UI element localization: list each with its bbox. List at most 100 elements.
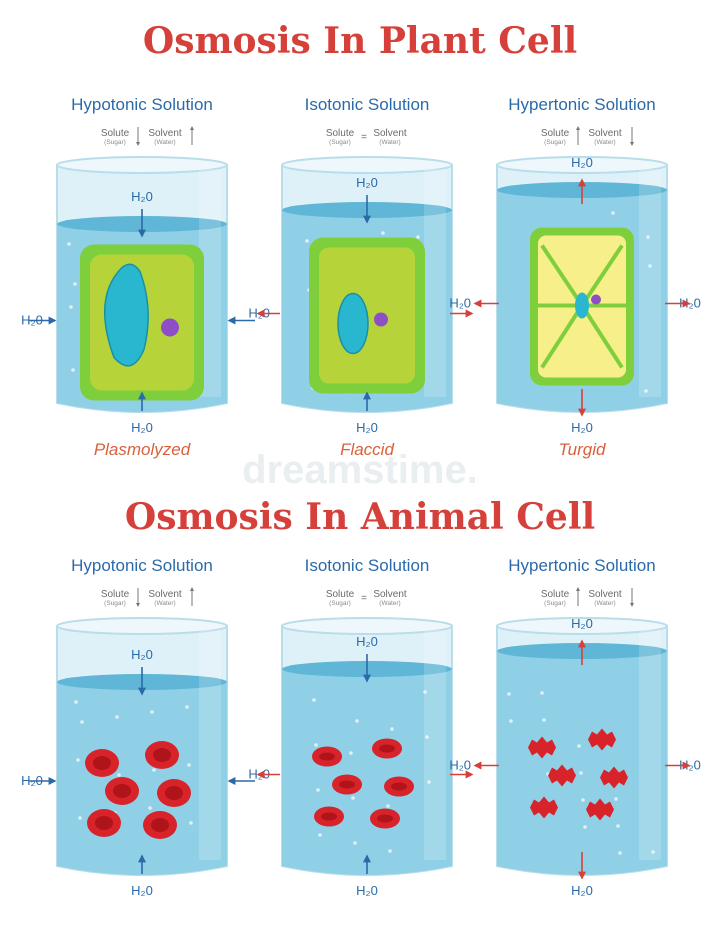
equals-sign: = (361, 132, 367, 143)
solute-label: Solute (326, 128, 355, 139)
cell-state-label: Flaccid (340, 440, 394, 459)
cell-center (95, 816, 113, 830)
bubble (148, 806, 152, 810)
red-blood-cell (600, 766, 628, 789)
solution-label: Hypertonic Solution (508, 556, 655, 575)
solute-sub-label: (Sugar) (544, 600, 566, 607)
cell-center (379, 744, 395, 753)
plant-section-title: Osmosis In Plant Cell (142, 20, 578, 62)
bubble (416, 235, 420, 239)
glass-highlight (199, 169, 221, 397)
beaker-rim (281, 617, 453, 635)
nucleus (161, 318, 179, 337)
bubble (115, 715, 119, 719)
bubble (583, 825, 587, 829)
solute-sub-label: (Sugar) (544, 139, 566, 146)
beaker-rim (281, 156, 453, 174)
solvent-label: Solvent (148, 128, 182, 139)
solute-label: Solute (101, 128, 130, 139)
cell-center (319, 752, 335, 761)
h2o-label: H₂0 (131, 647, 153, 662)
bubble (305, 239, 309, 243)
plant-column-1: Hypotonic Solution Solute(Sugar) Solvent(W… (21, 95, 228, 459)
bubble (425, 735, 429, 739)
cell-center (339, 780, 355, 789)
h2o-label: H₂0 (356, 420, 378, 435)
nucleus (374, 312, 388, 327)
red-blood-cell (530, 796, 558, 819)
red-blood-cell (528, 736, 556, 759)
h2o-label: H₂0 (131, 883, 153, 898)
solvent-label: Solvent (588, 128, 622, 139)
h2o-label: H₂0 (571, 616, 593, 631)
bubble (616, 824, 620, 828)
animal-section-title: Osmosis In Animal Cell (124, 496, 596, 538)
solvent-trend-head (190, 587, 194, 591)
solvent-label: Solvent (373, 589, 407, 600)
bubble (185, 705, 189, 709)
solution-label: Isotonic Solution (305, 95, 430, 114)
solvent-trend-head (630, 603, 634, 607)
h2o-label: H₂0 (571, 883, 593, 898)
animal-column-3: Hypertonic Solution Solute(Sugar) Solvent(… (449, 556, 701, 898)
cell-center (377, 814, 393, 823)
bubble (390, 727, 394, 731)
solute-trend-head (136, 603, 140, 607)
solute-sub-label: (Sugar) (329, 600, 351, 607)
solute-trend-head (136, 142, 140, 146)
vacuole (337, 292, 369, 355)
water (497, 651, 667, 875)
bubble (67, 242, 71, 246)
bubble (76, 758, 80, 762)
bubble (614, 797, 618, 801)
glass-highlight (639, 630, 661, 860)
solvent-label: Solvent (588, 589, 622, 600)
red-blood-cell (548, 764, 576, 787)
nucleus (591, 294, 601, 305)
solvent-sub-label: (Water) (379, 600, 400, 607)
watermark-text: dreamstime. (242, 448, 478, 492)
bubble (312, 698, 316, 702)
bubble (644, 389, 648, 393)
solute-label: Solute (541, 589, 570, 600)
bubble (388, 849, 392, 853)
bubble (74, 700, 78, 704)
solution-label: Hypertonic Solution (508, 95, 655, 114)
bubble (314, 743, 318, 747)
h2o-label: H₂0 (131, 189, 153, 204)
bubble (577, 744, 581, 748)
bubble (381, 231, 385, 235)
plant-column-2: Isotonic Solution Solute(Sugar) Solvent(Wa… (248, 95, 453, 459)
vacuole (575, 292, 589, 319)
glass-highlight (199, 630, 221, 860)
solvent-sub-label: (Water) (154, 600, 175, 607)
bubble (117, 773, 121, 777)
glass-highlight (424, 630, 446, 860)
solvent-label: Solvent (373, 128, 407, 139)
bubble (187, 763, 191, 767)
bubble (507, 692, 511, 696)
h2o-label: H₂0 (449, 296, 471, 311)
h2o-label: H₂0 (131, 420, 153, 435)
solute-label: Solute (101, 589, 130, 600)
cell-state-label: Plasmolyzed (94, 440, 191, 459)
bubble (189, 821, 193, 825)
solvent-trend-head (630, 142, 634, 146)
beaker-rim (56, 617, 228, 635)
bubble (646, 235, 650, 239)
cell-center (153, 748, 171, 762)
solution-label: Hypotonic Solution (71, 556, 213, 575)
cell-state-label: Turgid (559, 440, 606, 459)
beaker-rim (496, 617, 668, 635)
cell-center (151, 818, 169, 832)
bubble (581, 798, 585, 802)
solute-sub-label: (Sugar) (104, 139, 126, 146)
h2o-label: H₂0 (449, 758, 471, 773)
solvent-trend-head (190, 126, 194, 130)
solution-label: Isotonic Solution (305, 556, 430, 575)
bubble (80, 720, 84, 724)
bubble (648, 264, 652, 268)
cell-center (113, 784, 131, 798)
solute-sub-label: (Sugar) (104, 600, 126, 607)
